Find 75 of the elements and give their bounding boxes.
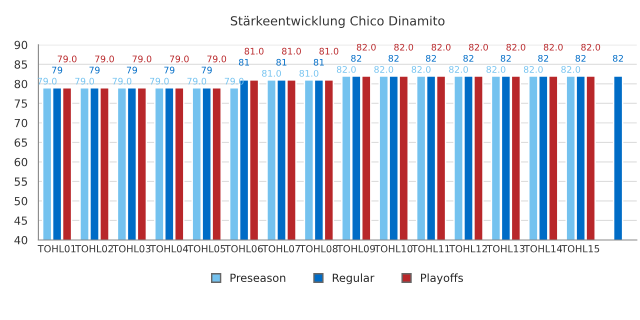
data-label: 81.0 (244, 48, 264, 55)
data-label: 79 (164, 66, 174, 74)
y-tick-label: 50 (14, 196, 28, 206)
legend-label: Preseason (230, 274, 286, 282)
data-label: 82.0 (561, 66, 580, 73)
data-label: 79.0 (150, 78, 169, 85)
x-tick-label: TOHL06 (224, 245, 263, 252)
data-label: 79.0 (187, 78, 206, 85)
data-label: 81 (276, 58, 286, 66)
legend-label: Playoffs (421, 273, 463, 284)
data-label: 82 (426, 54, 436, 62)
y-tick-label: 85 (14, 60, 28, 69)
data-label: 81 (314, 58, 324, 66)
data-label: 82.0 (432, 44, 451, 51)
data-label: 79.0 (132, 56, 152, 62)
x-tick-label: TOHL09 (336, 245, 375, 252)
x-tick-label: TOHL07 (262, 245, 300, 252)
y-tick-label: 45 (14, 216, 28, 225)
y-tick-label: 65 (14, 138, 28, 147)
data-label: 79 (52, 66, 62, 74)
data-label: 81.0 (282, 48, 301, 55)
data-label: 82.0 (336, 66, 356, 73)
y-tick-label: 60 (14, 158, 28, 166)
data-label: 82.0 (524, 66, 543, 73)
data-label: 81.0 (319, 48, 338, 55)
data-label: 82.0 (394, 44, 414, 51)
x-tick-label: TOHL12 (449, 245, 487, 252)
data-label: 82 (612, 54, 623, 62)
data-label: 79.0 (207, 56, 226, 62)
data-label: 79 (126, 66, 138, 74)
x-tick-label: TOHL01 (38, 245, 76, 252)
data-label: 82.0 (469, 44, 488, 51)
x-tick-label: TOHL03 (112, 245, 150, 252)
data-label: 79 (202, 66, 212, 74)
y-tick-label: 70 (14, 118, 28, 128)
data-label: 82 (463, 54, 474, 62)
y-tick-label: 40 (14, 236, 28, 244)
x-tick-label: TOHL08 (300, 245, 338, 252)
data-label: 79.0 (170, 56, 189, 62)
data-label: 79.0 (95, 56, 114, 62)
y-tick-label: 55 (14, 178, 28, 186)
data-label: 82 (500, 54, 511, 62)
data-label: 81 (238, 58, 250, 66)
data-label: 82 (538, 54, 548, 62)
data-label: 82.0 (356, 44, 376, 51)
data-label: 81.0 (299, 70, 318, 77)
x-tick-label: TOHL15 (561, 245, 600, 252)
y-tick-label: 80 (14, 80, 28, 88)
x-tick-label: TOHL13 (486, 245, 524, 252)
data-label: 82 (388, 54, 399, 62)
data-label: 79.0 (112, 78, 132, 85)
data-label: 82 (576, 54, 586, 62)
data-label: 82.0 (412, 66, 431, 73)
data-label: 79 (89, 66, 100, 74)
x-tick-label: TOHL04 (150, 245, 188, 252)
data-label: 82.0 (486, 66, 506, 73)
data-label: 82.0 (374, 66, 394, 73)
x-tick-label: TOHL11 (412, 245, 450, 252)
data-label: 79.0 (224, 78, 244, 85)
legend-label: Regular (332, 273, 374, 284)
data-label: 79.0 (58, 56, 77, 62)
data-label: 82.0 (544, 44, 563, 51)
data-label: 82.0 (449, 66, 468, 73)
x-tick-label: TOHL10 (374, 245, 412, 252)
x-tick-label: TOHL02 (75, 245, 113, 252)
x-tick-label: TOHL05 (187, 245, 226, 252)
data-label: 81.0 (262, 70, 281, 77)
x-tick-label: TOHL14 (524, 245, 562, 252)
chart-title: Stärkeentwicklung Chico Dinamito (230, 16, 444, 28)
y-tick-label: 90 (14, 40, 28, 50)
data-label: 79.0 (75, 78, 94, 85)
data-label: 82 (351, 54, 362, 62)
data-label: 82.0 (506, 44, 526, 51)
y-tick-label: 75 (14, 99, 28, 108)
data-label: 82.0 (581, 44, 600, 51)
